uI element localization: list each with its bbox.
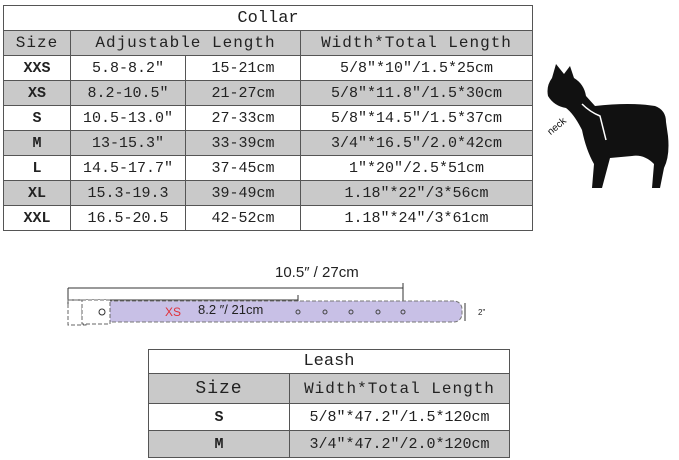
header-adjustable-length: Adjustable Length xyxy=(70,30,301,56)
width-cell: 3/4″*16.5″/2.0*42cm xyxy=(300,130,533,156)
width-cell: 1.18″*24″/3*61cm xyxy=(300,205,533,231)
width-cell: 3/4″*47.2″/2.0*120cm xyxy=(289,430,510,458)
table-row: L 14.5-17.7″ 37-45cm 1″*20″/2.5*51cm xyxy=(3,155,533,181)
width-label: 2" xyxy=(478,308,485,317)
width-cell: 5/8″*47.2″/1.5*120cm xyxy=(289,403,510,431)
table-row: S 10.5-13.0″ 27-33cm 5/8″*14.5″/1.5*37cm xyxy=(3,105,533,131)
collar-diagram: 10.5″ / 27cm XS 8.2 ″/ 21cm 2" xyxy=(67,264,485,326)
width-cell: 1″*20″/2.5*51cm xyxy=(300,155,533,181)
table-row: XL 15.3-19.3 39-49cm 1.18″*22″/3*56cm xyxy=(3,180,533,206)
table-row: S 5/8″*47.2″/1.5*120cm xyxy=(148,403,510,431)
total-length-label: 10.5″ / 27cm xyxy=(275,264,359,281)
header-width-total-length: Width*Total Length xyxy=(300,30,533,56)
inch-cell: 14.5-17.7″ xyxy=(70,155,186,181)
inch-cell: 5.8-8.2″ xyxy=(70,55,186,81)
leash-size-table: Leash Size Width*Total Length S 5/8″*47.2″… xyxy=(148,349,510,458)
inch-cell: 8.2-10.5″ xyxy=(70,80,186,106)
cm-cell: 15-21cm xyxy=(185,55,301,81)
cm-cell: 42-52cm xyxy=(185,205,301,231)
inch-cell: 10.5-13.0″ xyxy=(70,105,186,131)
header-size: Size xyxy=(148,373,290,404)
neck-label: neck xyxy=(545,115,569,138)
cm-cell: 39-49cm xyxy=(185,180,301,206)
table-row: XXL 16.5-20.5 42-52cm 1.18″*24″/3*61cm xyxy=(3,205,533,231)
collar-title: Collar xyxy=(3,5,533,31)
table-row: XS 8.2-10.5″ 21-27cm 5/8″*11.8″/1.5*30cm xyxy=(3,80,533,106)
table-row: M 13-15.3″ 33-39cm 3/4″*16.5″/2.0*42cm xyxy=(3,130,533,156)
size-cell: S xyxy=(3,105,71,131)
header-size: Size xyxy=(3,30,71,56)
inch-cell: 15.3-19.3 xyxy=(70,180,186,206)
header-width-total-length: Width*Total Length xyxy=(289,373,510,404)
leash-title: Leash xyxy=(148,349,510,374)
dog-silhouette-icon: neck xyxy=(545,64,669,188)
size-cell: XXS xyxy=(3,55,71,81)
cm-cell: 27-33cm xyxy=(185,105,301,131)
size-cell: L xyxy=(3,155,71,181)
min-length-label: 8.2 ″/ 21cm xyxy=(198,302,263,317)
inch-cell: 13-15.3″ xyxy=(70,130,186,156)
buckle xyxy=(81,299,111,325)
collar-strap xyxy=(81,300,463,323)
size-cell: M xyxy=(3,130,71,156)
size-cell: XL xyxy=(3,180,71,206)
collar-size-table: Collar Size Adjustable Length Width*Tota… xyxy=(3,5,533,231)
table-row: M 3/4″*47.2″/2.0*120cm xyxy=(148,430,510,458)
size-label: XS xyxy=(165,305,181,319)
size-cell: S xyxy=(148,403,290,431)
width-cell: 5/8″*10″/1.5*25cm xyxy=(300,55,533,81)
width-cell: 5/8″*14.5″/1.5*37cm xyxy=(300,105,533,131)
table-row: XXS 5.8-8.2″ 15-21cm 5/8″*10″/1.5*25cm xyxy=(3,55,533,81)
size-cell: XS xyxy=(3,80,71,106)
width-cell: 1.18″*22″/3*56cm xyxy=(300,180,533,206)
cm-cell: 37-45cm xyxy=(185,155,301,181)
size-cell: XXL xyxy=(3,205,71,231)
inch-cell: 16.5-20.5 xyxy=(70,205,186,231)
cm-cell: 33-39cm xyxy=(185,130,301,156)
cm-cell: 21-27cm xyxy=(185,80,301,106)
size-cell: M xyxy=(148,430,290,458)
width-cell: 5/8″*11.8″/1.5*30cm xyxy=(300,80,533,106)
